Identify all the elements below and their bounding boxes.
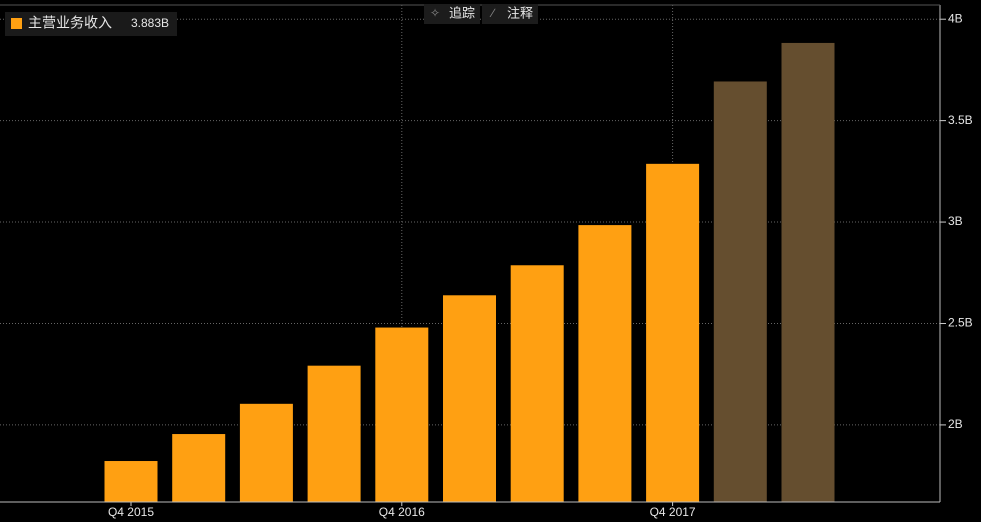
- bar: [375, 327, 429, 502]
- y-tick-label: 4B: [948, 11, 963, 25]
- legend-value: 3.883B: [131, 16, 169, 30]
- bar: [172, 434, 226, 502]
- y-tick-label: 2.5B: [948, 316, 973, 330]
- bar: [781, 42, 835, 502]
- legend-swatch: [11, 18, 22, 29]
- legend-label: 主营业务收入: [28, 15, 112, 31]
- bar: [104, 461, 158, 502]
- toolbar-icon: ✧: [430, 6, 440, 20]
- x-tick-label: Q4 2016: [379, 505, 425, 519]
- toolbar-button[interactable]: [424, 4, 480, 24]
- toolbar-label[interactable]: 注释: [507, 5, 533, 20]
- toolbar-label[interactable]: 追踪: [449, 5, 475, 20]
- legend-box: [5, 12, 177, 36]
- bar: [307, 365, 361, 502]
- x-tick-label: Q4 2017: [650, 505, 696, 519]
- toolbar-button[interactable]: [482, 4, 538, 24]
- y-tick-label: 2B: [948, 417, 963, 431]
- toolbar-icon: ∕: [489, 6, 496, 20]
- bar: [443, 295, 496, 502]
- bar: [239, 403, 293, 502]
- y-tick-label: 3.5B: [948, 113, 973, 127]
- y-tick-label: 3B: [948, 214, 963, 228]
- bar: [578, 225, 632, 502]
- bar: [646, 163, 700, 502]
- bar: [510, 265, 564, 502]
- bar: [713, 81, 767, 502]
- x-tick-label: Q4 2015: [108, 505, 154, 519]
